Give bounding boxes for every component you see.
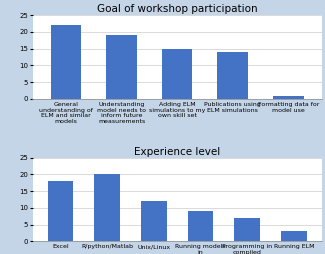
Bar (106, 35, 137, 99)
Bar (48, 181, 73, 241)
Bar (273, 96, 304, 99)
Bar (141, 201, 167, 241)
Bar (94, 174, 120, 241)
Bar (188, 211, 213, 241)
Bar (217, 52, 248, 99)
Bar (51, 25, 81, 99)
Title: Experience level: Experience level (134, 147, 220, 157)
Bar (281, 231, 306, 241)
Bar (234, 218, 260, 241)
Bar (162, 49, 192, 99)
Title: Goal of workshop participation: Goal of workshop participation (97, 5, 257, 14)
